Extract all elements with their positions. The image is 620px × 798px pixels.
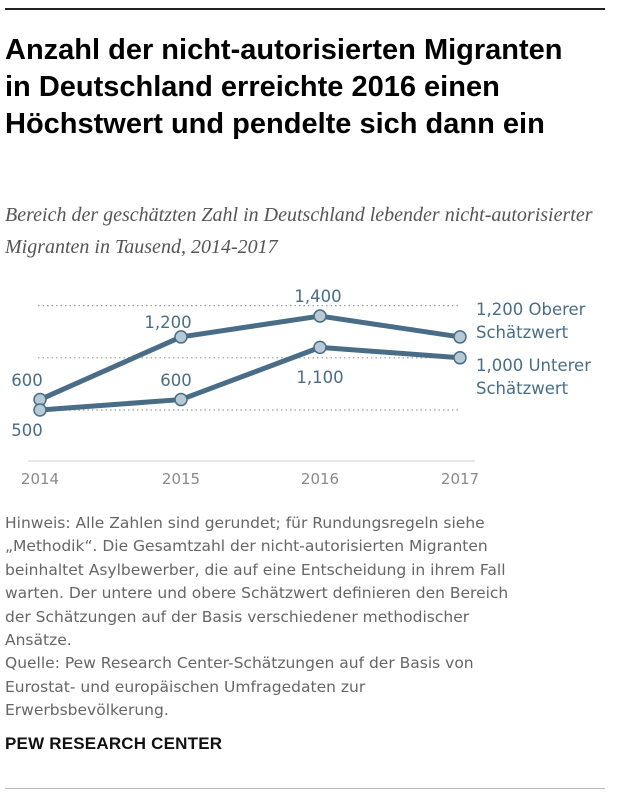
data-point-lower	[33, 403, 47, 417]
data-label-upper: 1,400	[294, 287, 341, 306]
data-point-lower	[313, 340, 327, 355]
note-line: Hinweis: Alle Zahlen sind gerundet; für …	[5, 514, 485, 532]
data-label-lower: 600	[160, 371, 192, 390]
series-line-lower	[37, 344, 463, 413]
source-line: Quelle: Pew Research Center-Schätzungen …	[5, 654, 474, 673]
series-name-upper: Schätzwert	[476, 323, 569, 342]
data-point-upper	[313, 309, 327, 323]
note-block: Hinweis: Alle Zahlen sind gerundet; für …	[5, 512, 605, 723]
data-label-lower: 1,000 Unterer	[476, 356, 591, 375]
top-rule	[5, 8, 605, 10]
bottom-rule	[5, 788, 605, 789]
data-label-upper: 600	[11, 371, 43, 390]
data-label-upper: 1,200 Oberer	[476, 300, 586, 319]
data-label-lower: 500	[11, 421, 43, 440]
x-tick-label: 2015	[162, 470, 200, 488]
x-tick-label: 2017	[441, 470, 479, 488]
source-line: Eurostat- und europäischen Umfragedaten …	[5, 677, 366, 696]
data-point-upper	[174, 330, 188, 344]
data-label-lower: 1,100	[296, 368, 343, 387]
note-line: warten. Der untere und obere Schätzwert …	[5, 584, 509, 603]
data-point-lower	[174, 392, 188, 407]
chart-subtitle: Bereich der geschätzten Zahl in Deutschl…	[5, 204, 593, 258]
series-name-lower: Schätzwert	[476, 379, 569, 398]
data-point-upper	[453, 330, 467, 344]
x-tick-label: 2014	[21, 470, 59, 488]
data-point-lower	[453, 351, 467, 365]
note-line: „Methodik“. Die Gesamtzahl der nicht-aut…	[5, 537, 488, 556]
note-line: beinhaltet Asylbewerber, die auf eine En…	[5, 560, 506, 579]
credit: PEW RESEARCH CENTER	[5, 734, 223, 753]
note-line: der Schätzungen auf der Basis verschiede…	[5, 607, 470, 626]
data-label-upper: 1,200	[144, 313, 191, 332]
chart-title: Anzahl der nicht-autorisierten Migranten…	[5, 34, 563, 140]
series-line-upper	[37, 313, 463, 403]
x-tick-label: 2016	[301, 470, 339, 488]
note-line: Ansätze.	[5, 631, 72, 650]
line-chart: 2014 2015 2016 2017 600 1,200 1,400 500 600 1,100…	[11, 287, 591, 488]
source-line: Erwerbsbevölkerung.	[5, 701, 169, 720]
